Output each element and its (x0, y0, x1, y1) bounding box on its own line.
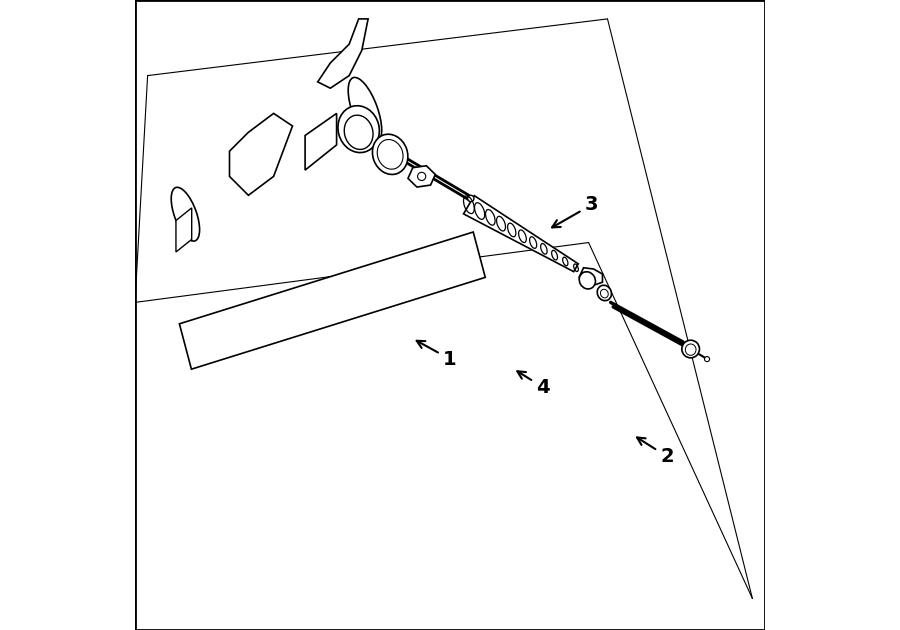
Ellipse shape (682, 340, 699, 358)
Ellipse shape (600, 289, 608, 298)
Polygon shape (176, 208, 192, 252)
Ellipse shape (344, 115, 374, 149)
Polygon shape (318, 19, 368, 88)
Ellipse shape (377, 139, 403, 169)
Ellipse shape (418, 172, 426, 181)
Ellipse shape (705, 357, 709, 362)
Polygon shape (179, 232, 485, 369)
Polygon shape (230, 113, 292, 195)
Ellipse shape (338, 106, 380, 152)
Text: 3: 3 (552, 195, 599, 227)
Polygon shape (580, 268, 602, 285)
Ellipse shape (348, 77, 382, 143)
Ellipse shape (685, 344, 696, 355)
Text: 4: 4 (518, 371, 550, 397)
Ellipse shape (598, 285, 611, 301)
Text: 1: 1 (417, 341, 457, 369)
Polygon shape (464, 196, 579, 272)
Ellipse shape (468, 195, 474, 202)
Ellipse shape (171, 187, 200, 241)
Text: 2: 2 (637, 437, 674, 466)
Polygon shape (305, 113, 337, 170)
Polygon shape (408, 166, 436, 187)
Ellipse shape (580, 272, 596, 289)
Ellipse shape (373, 134, 408, 175)
